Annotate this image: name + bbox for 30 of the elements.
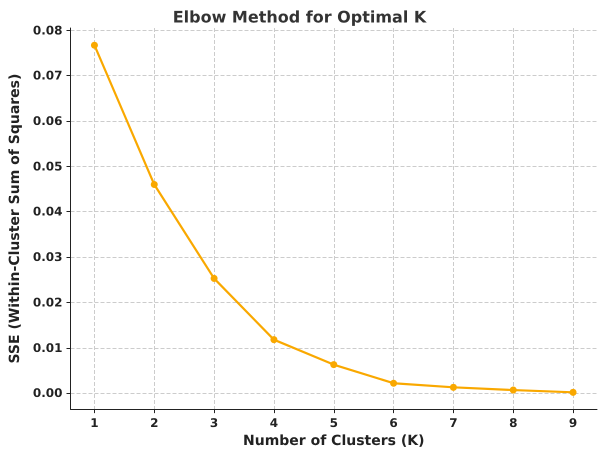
point: [150, 181, 158, 188]
y-tick-label: 0.05: [32, 159, 63, 174]
y-tick-label: 0.08: [32, 23, 63, 38]
x-tick-label: 6: [389, 416, 398, 430]
y-tick-label: 0.03: [32, 250, 63, 264]
y-tick-label: 0.04: [32, 204, 63, 219]
x-tick-label: 7: [449, 416, 458, 430]
y-tick-label: 0.06: [32, 114, 63, 128]
y-tick-label: 0.00: [32, 386, 63, 400]
point: [330, 361, 338, 368]
point: [510, 386, 517, 394]
x-tick-label: 3: [210, 416, 218, 430]
y-tick-label: 0.02: [32, 295, 63, 310]
point: [90, 42, 98, 49]
point: [450, 384, 457, 391]
x-tick-label: 1: [90, 416, 99, 430]
point: [570, 388, 577, 396]
y-tick-label: 0.07: [32, 68, 63, 83]
x-tick-label: 5: [330, 416, 338, 430]
x-tick-label: 9: [568, 416, 578, 430]
point: [390, 380, 398, 387]
x-axis-title: Number of Clusters (K): [243, 433, 424, 449]
y-axis-title: SSE (Within-Cluster Sum of Squares): [7, 74, 23, 364]
chart-title: Elbow Method for Optimal K: [172, 8, 427, 26]
point: [270, 336, 278, 344]
x-tick-label: 8: [509, 416, 518, 430]
point: [210, 274, 218, 282]
y-tick-label: 0.01: [32, 340, 63, 355]
x-tick-label: 2: [150, 416, 158, 430]
x-tick-label: 4: [270, 416, 278, 430]
